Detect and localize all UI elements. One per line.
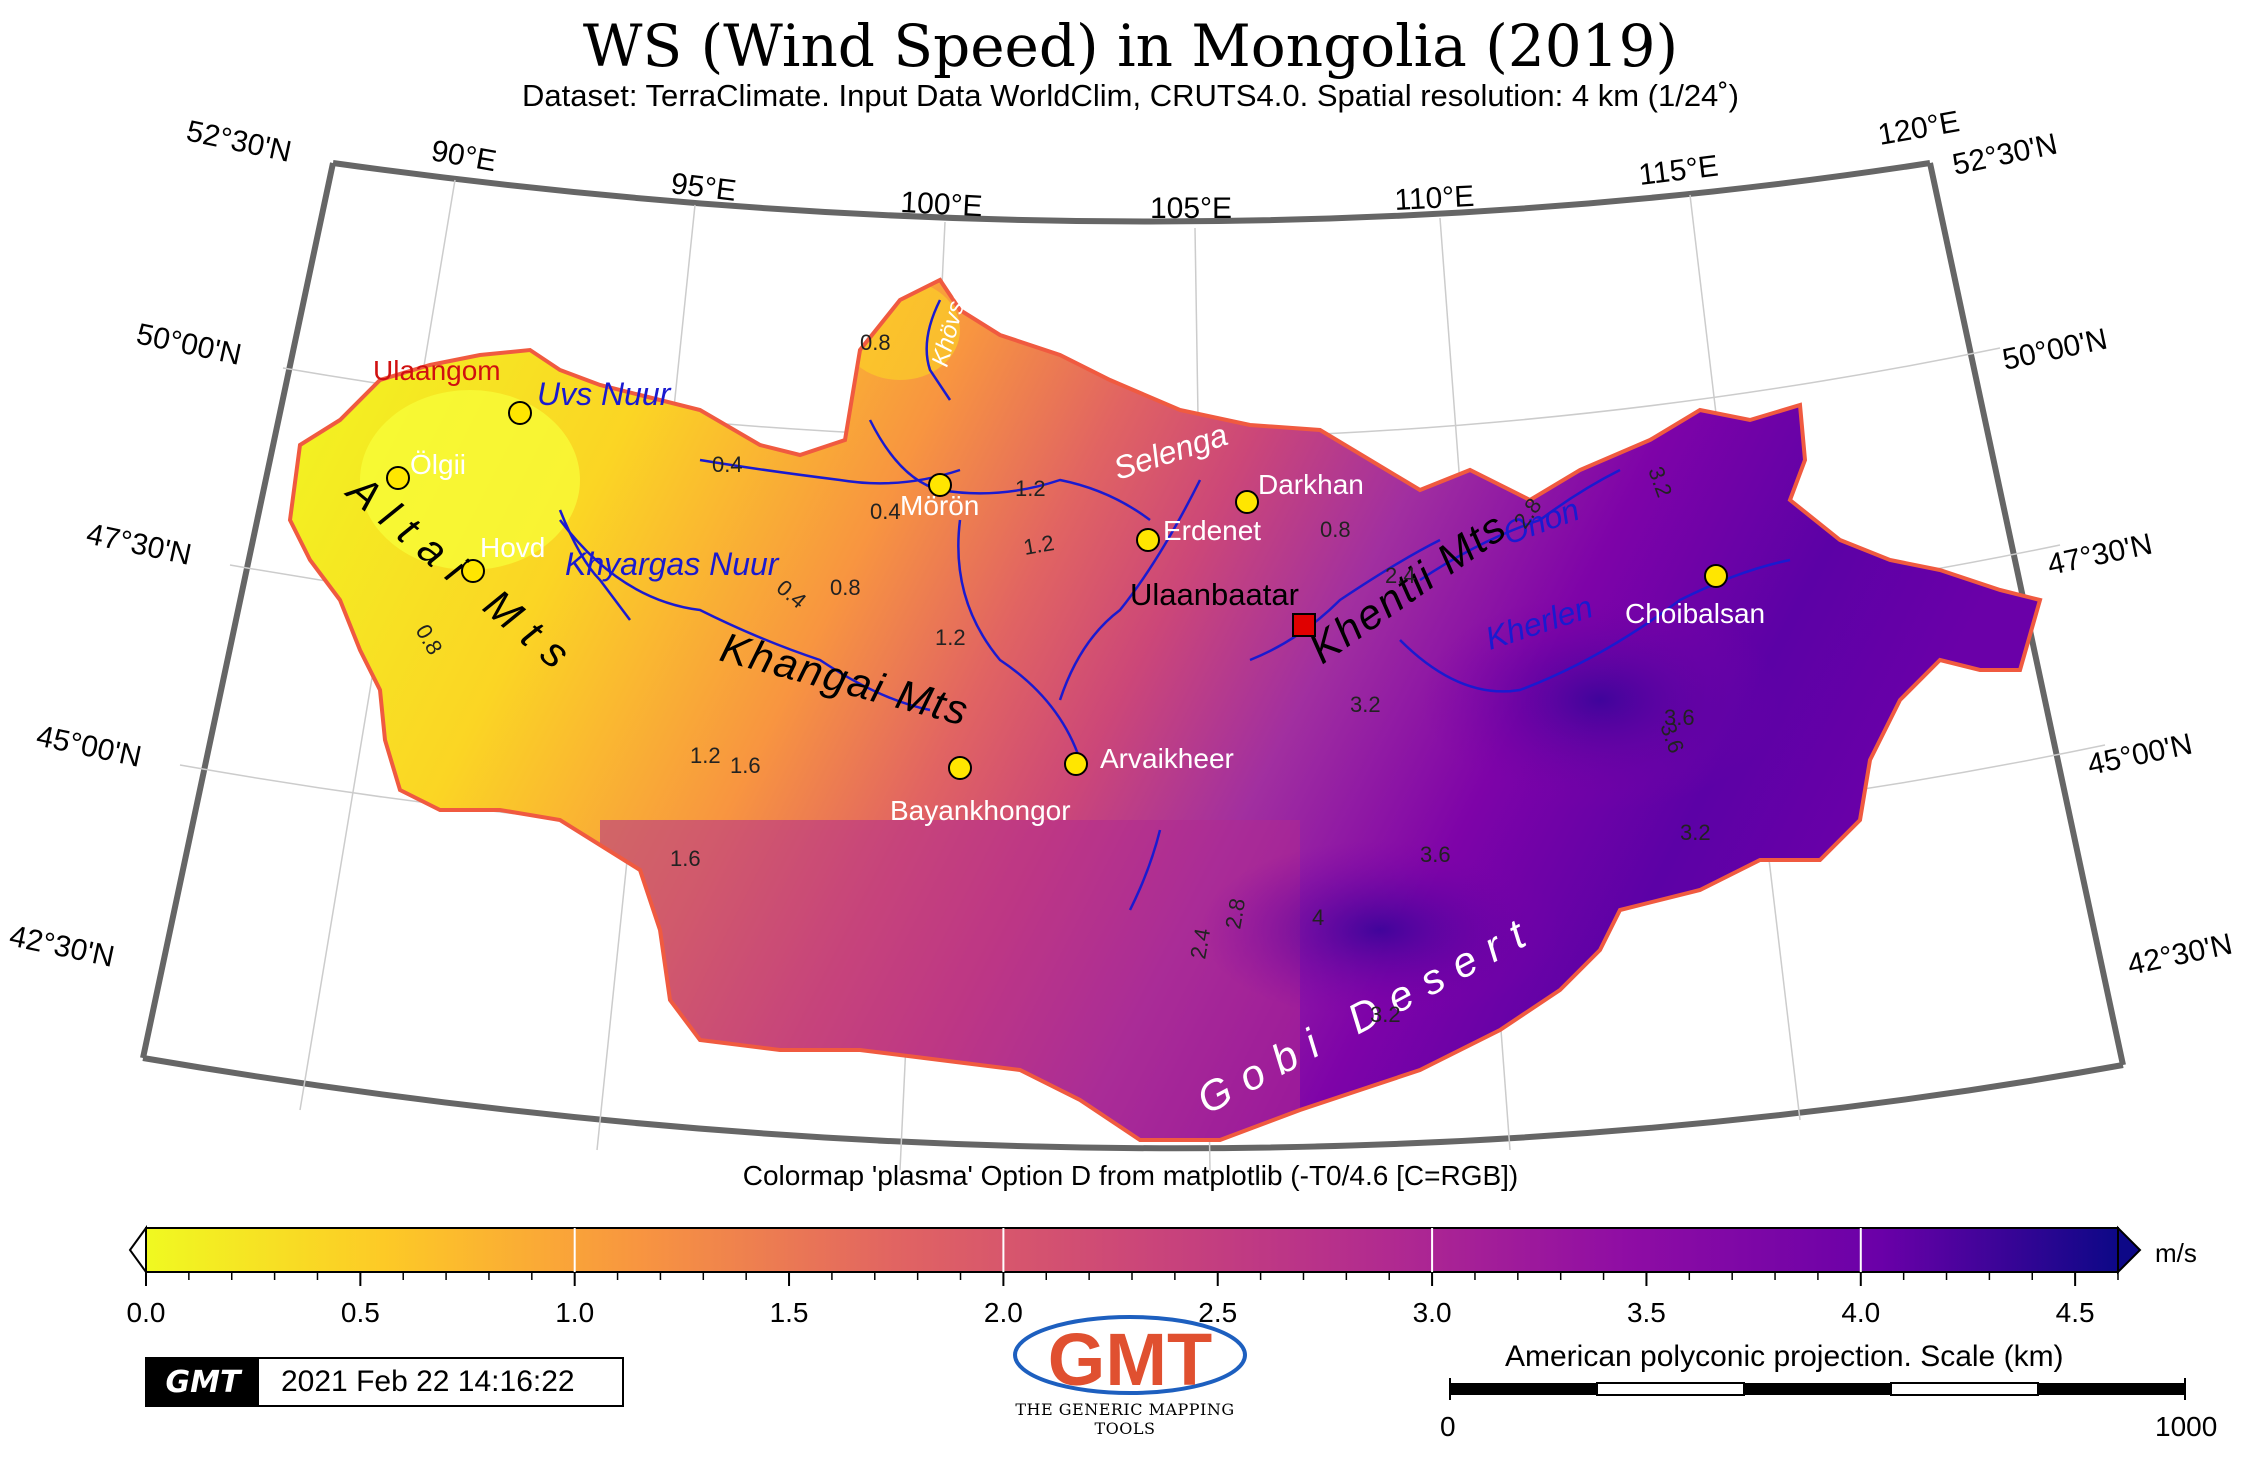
- scale-min-label: 0: [1440, 1411, 1456, 1442]
- contour-label: 2.4: [1185, 926, 1215, 960]
- city-marker-erdenet: [1136, 528, 1160, 552]
- colorbar-ramp: [145, 1227, 2119, 1273]
- contour-label: 4: [1312, 905, 1324, 930]
- city-label: Ölgii: [410, 449, 466, 480]
- city-marker-hovd: [461, 559, 485, 583]
- cities: [386, 401, 1728, 780]
- city-label: Bayankhongor: [890, 795, 1071, 826]
- city-label: Arvaikheer: [1100, 743, 1234, 774]
- capital-marker-ulaanbaatar: [1292, 613, 1316, 637]
- city-label: Choibalsan: [1625, 598, 1765, 629]
- lat-label-right: 50°00'N: [2000, 323, 2111, 377]
- lat-label-left: 50°00'N: [134, 318, 245, 372]
- contour-label: 0.4: [712, 452, 743, 477]
- lat-label-left: 42°30'N: [7, 920, 118, 974]
- contour-label: 1.6: [670, 846, 701, 871]
- contour-label: 0.4: [870, 499, 901, 524]
- city-label: Ulaanbaatar: [1130, 577, 1299, 612]
- contour-label: 3.2: [1370, 1002, 1401, 1027]
- colorbar-tick-label: 2.5: [1198, 1297, 1237, 1328]
- lon-label: 105°E: [1150, 192, 1232, 225]
- city-label: Erdenet: [1163, 515, 1261, 546]
- colorbar-tick-label: 3.5: [1627, 1297, 1666, 1328]
- lon-label: 110°E: [1394, 180, 1475, 217]
- lat-label-right: 47°30'N: [2045, 528, 2156, 582]
- lon-label: 95°E: [669, 167, 738, 208]
- scale-title: American polyconic projection. Scale (km…: [1505, 1340, 2064, 1373]
- gmt-timestamp: GMT 2021 Feb 22 14:16:22: [145, 1357, 624, 1407]
- contour-label: 1.2: [1015, 476, 1046, 501]
- colorbar-unit: m/s: [2155, 1238, 2197, 1268]
- city-marker-darkhan: [1235, 490, 1259, 514]
- water-label: Khyargas Nuur: [565, 546, 780, 582]
- contour-label: 1.2: [1022, 530, 1056, 560]
- page-subtitle: Dataset: TerraClimate. Input Data WorldC…: [522, 78, 1739, 113]
- lon-label: 115°E: [1637, 149, 1720, 191]
- contour-label: 0.8: [1320, 517, 1351, 542]
- timestamp-text: 2021 Feb 22 14:16:22: [281, 1365, 575, 1398]
- contour-label: 3.2: [1680, 820, 1711, 845]
- contour-label: 3.6: [1664, 705, 1695, 730]
- contour-label: 1.2: [935, 625, 966, 650]
- map-frame: [140, 160, 2126, 1152]
- colorbar-tick-label: 2.0: [984, 1297, 1023, 1328]
- lat-label-left: 52°30'N: [184, 115, 295, 169]
- water-label: Uvs Nuur: [537, 376, 672, 412]
- scale-bar: 0 1000: [1440, 1378, 2217, 1442]
- rivers: [558, 299, 1791, 911]
- colorbar-tick-label: 0.0: [127, 1297, 166, 1328]
- colorbar-tick-label: 3.0: [1413, 1297, 1452, 1328]
- city-label: Ulaangom: [373, 355, 501, 386]
- lat-label-left: 47°30'N: [84, 518, 195, 572]
- gmt-logo-caption: THE GENERIC MAPPING TOOLS: [1015, 1400, 1235, 1438]
- city-marker-bayankhongor: [948, 756, 972, 780]
- colorbar: 0.0 0.5 1.0 1.5 2.0 2.5 3.0 3.5 4.0 4.5 m/s: [127, 1224, 2197, 1328]
- lat-label-right: 42°30'N: [2125, 928, 2236, 982]
- contour-label: 2.8: [1220, 896, 1250, 930]
- mongolia-raster: [287, 277, 2043, 1142]
- colorbar-tick-label: 1.5: [770, 1297, 809, 1328]
- city-marker-ulaangom: [508, 401, 532, 425]
- colorbar-title: Colormap 'plasma' Option D from matplotl…: [742, 1160, 1519, 1191]
- gmt-logo: GMT: [1013, 1315, 1247, 1401]
- colorbar-tick-label: 1.0: [555, 1297, 594, 1328]
- lon-label: 100°E: [900, 186, 984, 223]
- contour-label: 1.2: [690, 743, 721, 768]
- lon-label: 90°E: [429, 134, 499, 178]
- contour-label: 1.6: [730, 753, 761, 778]
- gmt-stamp-logo: GMT: [147, 1359, 259, 1405]
- city-label: Hovd: [480, 532, 545, 563]
- contour-label: 3.6: [1420, 842, 1451, 867]
- colorbar-max-triangle: [2117, 1225, 2142, 1275]
- city-marker-choibalsan: [1704, 564, 1728, 588]
- colorbar-tick-label: 4.0: [1841, 1297, 1880, 1328]
- lat-label-right: 45°00'N: [2085, 728, 2196, 782]
- colorbar-tick-label: 0.5: [341, 1297, 380, 1328]
- lon-label: 120°E: [1875, 105, 1962, 152]
- city-marker-moron: [928, 473, 952, 497]
- city-label: Mörön: [900, 490, 979, 521]
- scale-max-label: 1000: [2155, 1411, 2217, 1442]
- svg-text:GMT: GMT: [1048, 1318, 1212, 1401]
- contour-label: 0.8: [860, 330, 891, 355]
- lat-label-left: 45°00'N: [34, 720, 145, 774]
- contour-label: 3.2: [1350, 692, 1381, 717]
- colorbar-ticks: 0.0 0.5 1.0 1.5 2.0 2.5 3.0 3.5 4.0 4.5: [127, 1228, 2119, 1328]
- contour-label: 2.4: [1385, 563, 1416, 588]
- lat-label-right: 52°30'N: [1950, 128, 2061, 182]
- colorbar-tick-label: 4.5: [2056, 1297, 2095, 1328]
- city-marker-arvaikheer: [1064, 752, 1088, 776]
- page-title: WS (Wind Speed) in Mongolia (2019): [582, 12, 1679, 80]
- city-marker-olgii: [386, 466, 410, 490]
- contour-label: 0.8: [830, 575, 861, 600]
- city-label: Darkhan: [1258, 469, 1364, 500]
- colorbar-min-triangle: [128, 1224, 147, 1276]
